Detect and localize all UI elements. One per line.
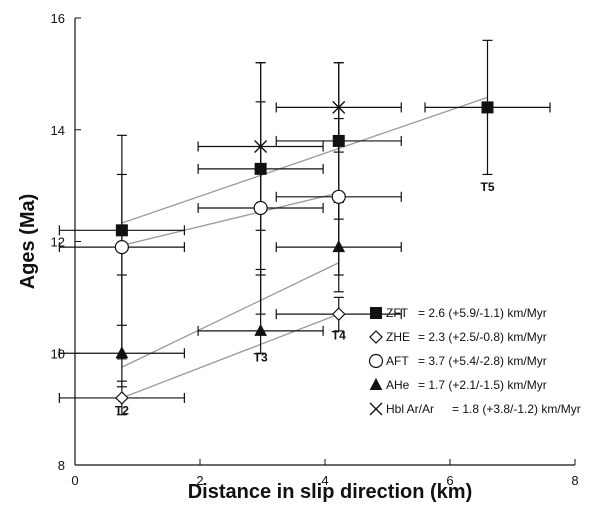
x-axis-title: Distance in slip direction (km) bbox=[188, 481, 473, 503]
data-point-hblarar bbox=[254, 140, 268, 154]
legend-marker-aft bbox=[368, 353, 384, 369]
legend-label-hblarar: Hbl Ar/Ar bbox=[386, 402, 434, 416]
data-point-zft bbox=[115, 224, 128, 237]
x-tick-label: 2 bbox=[196, 473, 203, 488]
legend: ZFT = 2.6 (+5.9/-1.1) km/Myr ZHE = 2.3 (+2.… bbox=[368, 306, 581, 416]
legend-label-zhe: ZHE bbox=[386, 330, 410, 344]
data-markers bbox=[114, 100, 494, 405]
y-tick-label: 14 bbox=[51, 123, 65, 138]
legend-marker-zft bbox=[370, 307, 382, 319]
legend-label-zft: ZFT bbox=[386, 306, 409, 320]
data-point-zft bbox=[332, 134, 345, 147]
trend-line-ahe bbox=[121, 262, 340, 368]
y-tick-label: 10 bbox=[51, 346, 65, 361]
data-point-zft bbox=[481, 101, 494, 114]
x-tick-label: 6 bbox=[446, 473, 453, 488]
data-point-zft bbox=[254, 162, 267, 175]
data-point-ahe bbox=[332, 240, 346, 253]
axes: 0 2 4 6 8 8 10 12 14 16 Distance in slip direction… bbox=[17, 11, 579, 503]
y-axis-title: Ages (Ma) bbox=[17, 194, 39, 290]
trend-line-aft bbox=[121, 192, 339, 247]
site-label-t5: T5 bbox=[480, 180, 494, 194]
legend-label-ahe: AHe bbox=[386, 378, 410, 392]
legend-marker-ahe bbox=[369, 377, 383, 390]
data-point-zhe bbox=[331, 307, 346, 321]
site-labels: T2 T3 T4 T5 bbox=[115, 180, 495, 418]
x-tick-label: 8 bbox=[571, 473, 578, 488]
legend-rate-aft: = 3.7 (+5.4/-2.8) km/Myr bbox=[418, 354, 547, 368]
y-tick-label: 12 bbox=[51, 235, 65, 250]
y-tick-label: 16 bbox=[51, 11, 65, 26]
data-point-ahe bbox=[254, 323, 267, 336]
x-tick-label: 4 bbox=[321, 473, 328, 488]
legend-rate-zhe: = 2.3 (+2.5/-0.8) km/Myr bbox=[418, 330, 547, 344]
x-tick-label: 0 bbox=[71, 473, 78, 488]
trend-lines bbox=[121, 96, 488, 399]
data-point-hblarar bbox=[332, 100, 346, 114]
legend-marker-zhe bbox=[369, 330, 383, 344]
site-label-t2: T2 bbox=[115, 404, 129, 418]
data-point-aft bbox=[253, 200, 268, 216]
site-label-t3: T3 bbox=[254, 351, 268, 365]
data-point-aft bbox=[114, 239, 129, 255]
y-tick-label: 8 bbox=[58, 458, 65, 473]
trend-line-zft bbox=[121, 96, 488, 224]
legend-rate-ahe: = 1.7 (+2.1/-1.5) km/Myr bbox=[418, 378, 547, 392]
data-point-zhe bbox=[115, 391, 129, 405]
data-point-aft bbox=[331, 189, 346, 204]
data-point-ahe bbox=[115, 346, 129, 359]
legend-marker-hblarar bbox=[369, 402, 383, 416]
site-label-t4: T4 bbox=[332, 328, 346, 342]
legend-rate-hblarar: = 1.8 (+3.8/-1.2) km/Myr bbox=[452, 402, 581, 416]
legend-rate-zft: = 2.6 (+5.9/-1.1) km/Myr bbox=[418, 306, 547, 320]
legend-label-aft: AFT bbox=[386, 354, 409, 368]
trend-line-zhe bbox=[121, 313, 339, 399]
